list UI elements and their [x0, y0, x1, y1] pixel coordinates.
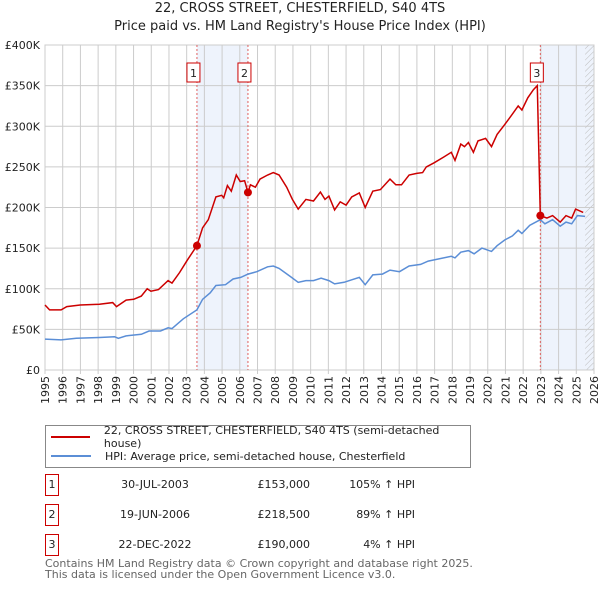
x-tick-label: 2000	[128, 376, 141, 404]
y-tick-label: £300K	[5, 120, 41, 133]
x-tick-label: 2017	[429, 376, 442, 404]
x-tick-label: 1997	[74, 376, 87, 404]
x-tick-label: 2011	[322, 376, 335, 404]
y-tick-label: £200K	[5, 202, 41, 215]
x-tick-label: 2012	[340, 376, 353, 404]
x-tick-label: 1995	[39, 376, 52, 404]
x-tick-label: 1999	[110, 376, 123, 404]
x-tick-label: 2014	[375, 376, 388, 404]
y-tick-label: £250K	[5, 161, 41, 174]
sale-marker-box	[529, 62, 544, 83]
sale-marker-label: 2	[241, 67, 248, 80]
x-tick-label: 2010	[305, 376, 318, 404]
transaction-hpi-diff: 4% ↑ HPI	[363, 538, 415, 551]
sale-marker-box	[237, 62, 252, 83]
chart-title-line1: 22, CROSS STREET, CHESTERFIELD, S40 4TS	[154, 1, 446, 16]
x-tick-label: 1998	[92, 376, 105, 404]
transaction-marker: 3	[45, 534, 59, 556]
x-tick-label: 2002	[163, 376, 176, 404]
sale-marker-box	[186, 62, 201, 83]
sale-marker-label: 1	[190, 67, 197, 80]
x-tick-label: 2013	[358, 376, 371, 404]
x-tick-label: 2009	[287, 376, 300, 404]
chart-legend: 22, CROSS STREET, CHESTERFIELD, S40 4TS …	[45, 424, 471, 468]
plot-border	[44, 44, 595, 371]
y-tick-label: £100K	[5, 283, 41, 296]
x-tick-label: 2016	[411, 376, 424, 404]
y-tick-label: £50K	[12, 323, 41, 336]
sale-marker-label: 3	[533, 67, 540, 80]
x-tick-label: 2019	[464, 376, 477, 404]
legend-hpi-label: HPI: Average price, semi-detached house,…	[105, 449, 406, 463]
transaction-hpi-diff: 89% ↑ HPI	[356, 508, 415, 521]
transaction-date: 30-JUL-2003	[121, 478, 189, 491]
sale-point	[243, 188, 252, 197]
transaction-price: £218,500	[257, 508, 311, 521]
legend-item-price: 22, CROSS STREET, CHESTERFIELD, S40 4TS …	[46, 424, 470, 450]
x-tick-label: 2018	[446, 376, 459, 404]
x-tick-label: 2020	[482, 376, 495, 404]
x-tick-label: 2007	[252, 376, 265, 404]
price-paid-line	[44, 83, 584, 311]
x-tick-label: 2022	[517, 376, 530, 404]
y-tick-label: £350K	[5, 80, 41, 93]
x-tick-label: 2021	[499, 376, 512, 404]
y-tick-label: £400K	[5, 39, 41, 52]
transaction-date: 19-JUN-2006	[119, 508, 191, 521]
x-tick-label: 2006	[234, 376, 247, 404]
x-tick-label: 2008	[269, 376, 282, 404]
hpi-line-swatch	[51, 455, 91, 457]
x-tick-label: 2001	[145, 376, 158, 404]
y-tick-label: £150K	[5, 242, 41, 255]
transaction-date: 22-DEC-2022	[118, 538, 192, 551]
x-tick-label: 2003	[181, 376, 194, 404]
attribution: Contains HM Land Registry data © Crown c…	[45, 558, 473, 580]
legend-price-label: 22, CROSS STREET, CHESTERFIELD, S40 4TS …	[103, 424, 440, 450]
x-tick-label: 2005	[216, 376, 229, 404]
x-tick-label: 2023	[535, 376, 548, 404]
x-tick-label: 2015	[393, 376, 406, 404]
sale-point	[192, 241, 201, 250]
price-line-swatch	[51, 436, 90, 438]
hpi-line	[44, 214, 586, 341]
transaction-price: £190,000	[257, 538, 311, 551]
x-tick-label: 2004	[198, 376, 211, 404]
transaction-marker: 1	[45, 474, 59, 496]
price-chart: 1995 1996 1997 1998 1999 2000 2001 2002 2003 2004…	[5, 39, 600, 404]
attribution-line2: This data is licensed under the Open Gov…	[45, 568, 396, 581]
attribution-line1: Contains HM Land Registry data © Crown c…	[45, 557, 473, 570]
transaction-hpi-diff: 105% ↑ HPI	[349, 478, 415, 491]
transaction-price: £153,000	[257, 478, 311, 491]
y-tick-label: £0	[26, 364, 40, 377]
legend-item-hpi: HPI: Average price, semi-detached house,…	[46, 447, 405, 465]
x-tick-label: 2024	[553, 376, 566, 404]
sale-point	[536, 211, 545, 220]
transaction-marker: 2	[45, 504, 59, 526]
x-tick-label: 1996	[57, 376, 70, 404]
x-tick-label: 2025	[570, 376, 583, 404]
x-tick-label: 2026	[588, 376, 600, 404]
chart-title-line2: Price paid vs. HM Land Registry's House …	[114, 19, 486, 34]
